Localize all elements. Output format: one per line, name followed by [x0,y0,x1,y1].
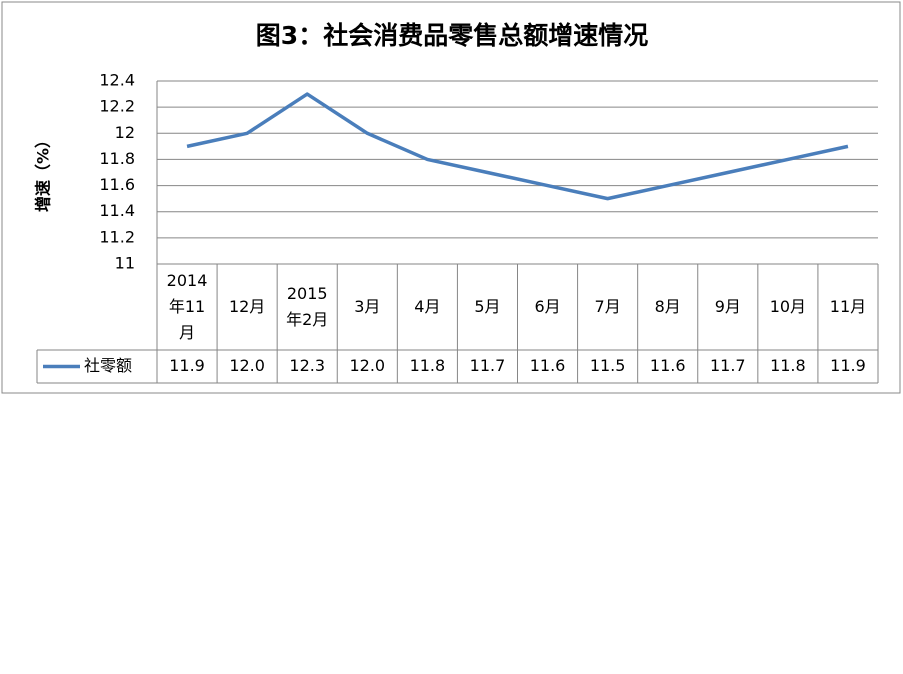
y-tick-label: 12.2 [99,97,135,116]
table-value: 11.5 [590,356,626,375]
y-tick-label: 11.6 [99,175,135,194]
legend-label: 社零额 [84,356,132,375]
y-tick-label: 11 [115,254,135,273]
table-value: 11.9 [169,356,205,375]
y-tick-label: 12.4 [99,71,135,90]
x-tick-label: 4月 [414,297,441,316]
line-series [186,92,849,201]
table-value: 12.3 [289,356,325,375]
y-tick-label: 11.2 [99,227,135,246]
x-tick-label: 11月 [829,297,867,316]
x-tick-label: 8月 [654,297,681,316]
x-tick-label: 6月 [534,297,561,316]
table-value: 12.0 [229,356,265,375]
chart-frame [1,1,901,394]
x-tick-label: 2014年11月 [166,271,208,342]
x-tick-label: 10月 [769,297,807,316]
table-value: 11.7 [710,356,746,375]
y-tick-label: 12 [115,123,135,142]
table-value: 11.6 [650,356,686,375]
table-value: 11.8 [410,356,446,375]
x-tick-label: 3月 [354,297,381,316]
table-value: 11.8 [770,356,806,375]
table-value: 11.6 [530,356,566,375]
x-tick-label: 2015年2月 [286,284,329,329]
y-axis-label: 增速（%） [34,132,53,212]
x-tick-label: 9月 [714,297,741,316]
y-tick-label: 11.4 [99,201,135,220]
chart-title: 图3：社会消费品零售总额增速情况 [256,21,648,50]
table-value: 11.7 [470,356,506,375]
x-tick-label: 5月 [474,297,501,316]
y-tick-label: 11.8 [99,149,135,168]
table-value: 11.9 [830,356,866,375]
table-value: 12.0 [349,356,385,375]
x-tick-label: 12月 [228,297,266,316]
x-tick-label: 7月 [594,297,621,316]
